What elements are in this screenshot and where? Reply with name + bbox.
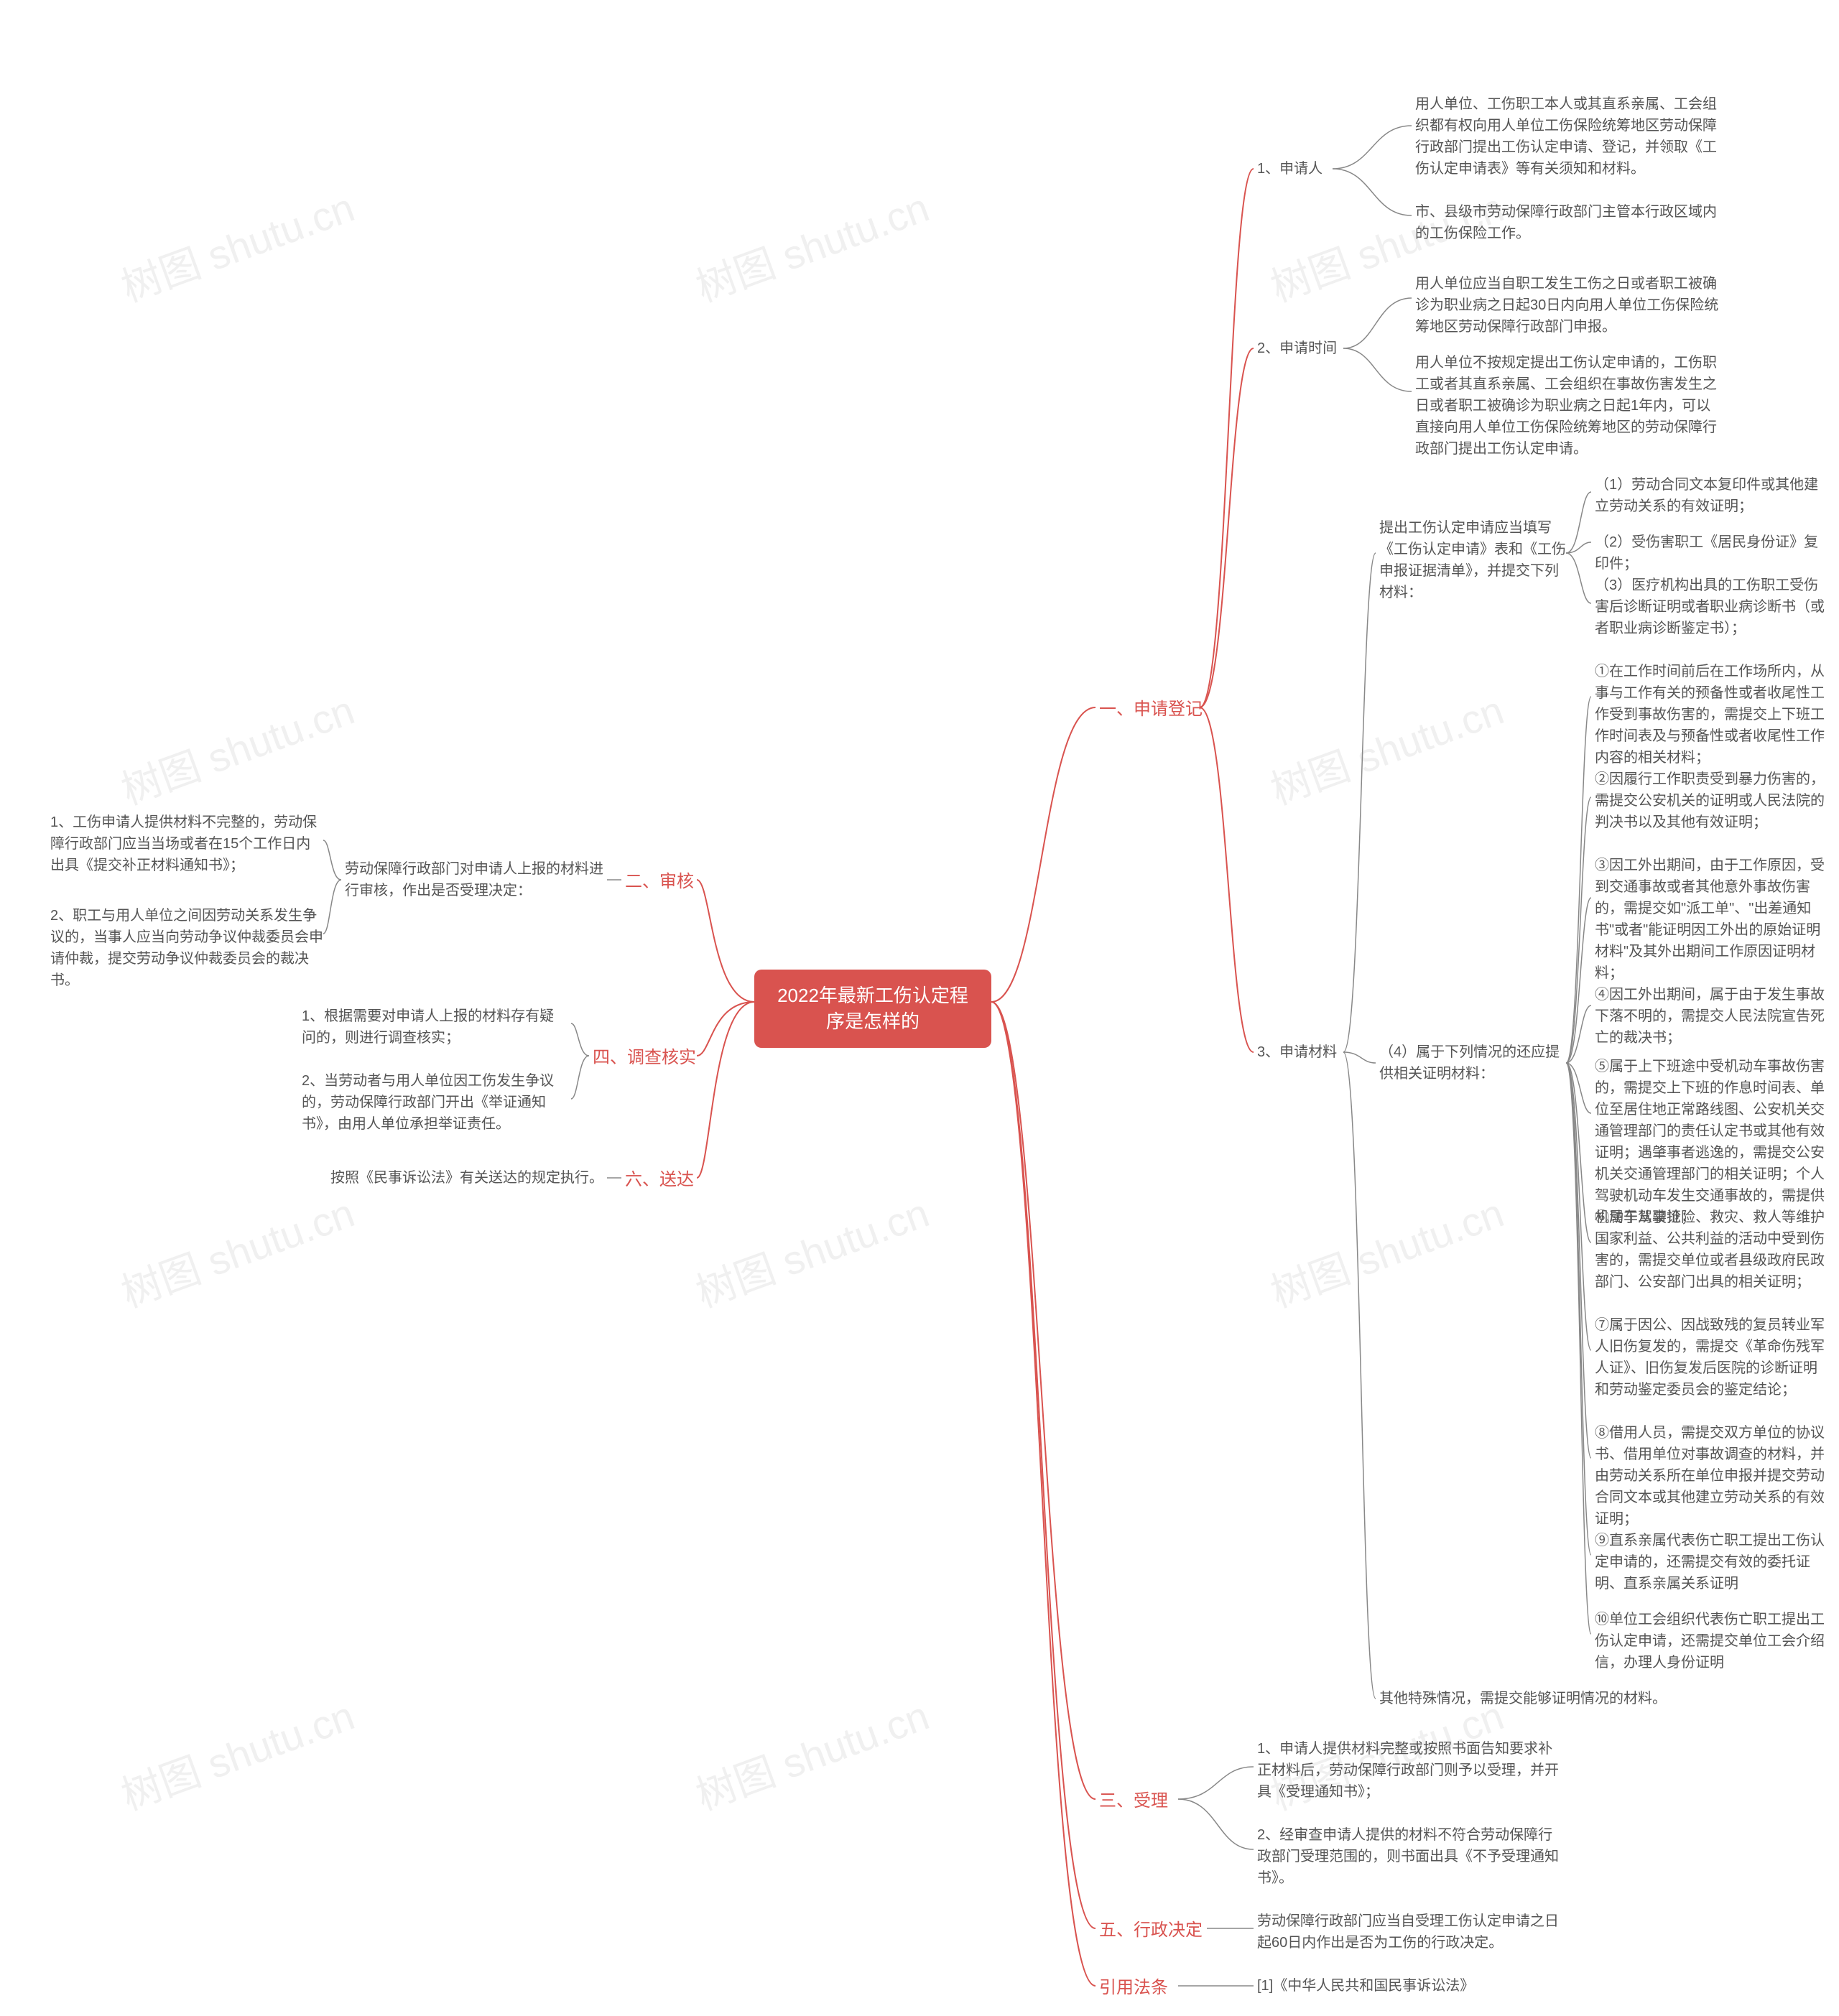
leaf-3-1: 1、申请人提供材料完整或按照书面告知要求补正材料后，劳动保障行政部门则予以受理，… xyxy=(1257,1738,1566,1803)
sub-1-3[interactable]: 3、申请材料 xyxy=(1257,1041,1337,1063)
sub-1-3-b: （4）属于下列情况的还应提供相关证明材料： xyxy=(1379,1041,1566,1084)
leaf-1-2-2: 用人单位不按规定提出工伤认定申请的，工伤职工或者其直系亲属、工会组织在事故伤害发… xyxy=(1415,352,1724,460)
leaf-1-1-1: 用人单位、工伤职工本人或其直系亲属、工会组织都有权向用人单位工伤保险统筹地区劳动… xyxy=(1415,93,1724,180)
leaf-b-7: ⑦属于因公、因战致残的复员转业军人旧伤复发的，需提交《革命伤残军人证》、旧伤复发… xyxy=(1595,1314,1825,1400)
leaf-1-3-a-1: （1）劳动合同文本复印件或其他建立劳动关系的有效证明； xyxy=(1595,474,1825,517)
leaf-b-1: ①在工作时间前后在工作场所内，从事与工作有关的预备性或者收尾性工作受到事故伤害的… xyxy=(1595,661,1825,768)
leaf-b-8: ⑧借用人员，需提交双方单位的协议书、借用单位对事故调查的材料，并由劳动关系所在单… xyxy=(1595,1422,1825,1530)
sub-1-3-a: 提出工伤认定申请应当填写《工伤认定申请》表和《工伤申报证据清单》，并提交下列材料… xyxy=(1379,517,1566,603)
branch-6[interactable]: 六、送达 xyxy=(625,1167,694,1193)
leaf-b-10: ⑩单位工会组织代表伤亡职工提出工伤认定申请，还需提交单位工会介绍信，办理人身份证… xyxy=(1595,1609,1825,1673)
leaf-2-1-2: 2、职工与用人单位之间因劳动关系发生争议的，当事人应当向劳动争议仲裁委员会申请仲… xyxy=(50,905,323,991)
leaf-1-3-a-3: （3）医疗机构出具的工伤职工受伤害后诊断证明或者职业病诊断书（或者职业病诊断鉴定… xyxy=(1595,575,1825,639)
leaf-1-2-1: 用人单位应当自职工发生工伤之日或者职工被确诊为职业病之日起30日内向用人单位工伤… xyxy=(1415,273,1724,338)
leaf-4-2: 2、当劳动者与用人单位因工伤发生争议的，劳动保障行政部门开出《举证通知书》，由用… xyxy=(302,1070,568,1135)
leaf-2-1-1: 1、工伤申请人提供材料不完整的，劳动保障行政部门应当当场或者在15个工作日内出具… xyxy=(50,812,323,876)
branch-1[interactable]: 一、申请登记 xyxy=(1099,697,1203,723)
sub-1-2[interactable]: 2、申请时间 xyxy=(1257,338,1337,359)
leaf-6-1: 按照《民事诉讼法》有关送达的规定执行。 xyxy=(330,1167,603,1189)
leaf-5-1: 劳动保障行政部门应当自受理工伤认定申请之日起60日内作出是否为工伤的行政决定。 xyxy=(1257,1910,1566,1954)
branch-5[interactable]: 五、行政决定 xyxy=(1099,1918,1203,1943)
branch-ref[interactable]: 引用法条 xyxy=(1099,1975,1168,2001)
leaf-3-2: 2、经审查申请人提供的材料不符合劳动保障行政部门受理范围的，则书面出具《不予受理… xyxy=(1257,1824,1566,1889)
branch-4[interactable]: 四、调查核实 xyxy=(593,1045,696,1071)
leaf-b-9: ⑨直系亲属代表伤亡职工提出工伤认定申请的，还需提交有效的委托证明、直系亲属关系证… xyxy=(1595,1530,1825,1594)
branch-2[interactable]: 二、审核 xyxy=(625,869,694,895)
leaf-ref-1: [1]《中华人民共和国民事诉讼法》 xyxy=(1257,1975,1474,1997)
leaf-b-3: ③因工外出期间，由于工作原因，受到交通事故或者其他意外事故伤害的，需提交如"派工… xyxy=(1595,855,1825,984)
sub-2-1: 劳动保障行政部门对申请人上报的材料进行审核，作出是否受理决定： xyxy=(345,858,603,901)
leaf-b-2: ②因履行工作职责受到暴力伤害的，需提交公安机关的证明或人民法院的判决书以及其他有… xyxy=(1595,768,1825,833)
leaf-b-6: ⑥属于从事抢险、救灾、救人等维护国家利益、公共利益的活动中受到伤害的，需提交单位… xyxy=(1595,1207,1825,1293)
leaf-4-1: 1、根据需要对申请人上报的材料存有疑问的，则进行调查核实； xyxy=(302,1005,568,1049)
leaf-1-3-c: 其他特殊情况，需提交能够证明情况的材料。 xyxy=(1379,1688,1667,1709)
sub-1-1[interactable]: 1、申请人 xyxy=(1257,158,1322,180)
leaf-b-5: ⑤属于上下班途中受机动车事故伤害的，需提交上下班的作息时间表、单位至居住地正常路… xyxy=(1595,1056,1825,1228)
leaf-1-1-2: 市、县级市劳动保障行政部门主管本行政区域内的工伤保险工作。 xyxy=(1415,201,1724,244)
branch-3[interactable]: 三、受理 xyxy=(1099,1788,1168,1814)
leaf-1-3-a-2: （2）受伤害职工《居民身份证》复印件； xyxy=(1595,531,1825,575)
leaf-b-4: ④因工外出期间，属于由于发生事故下落不明的，需提交人民法院宣告死亡的裁决书； xyxy=(1595,984,1825,1049)
root-node[interactable]: 2022年最新工伤认定程序是怎样的 xyxy=(754,970,991,1048)
